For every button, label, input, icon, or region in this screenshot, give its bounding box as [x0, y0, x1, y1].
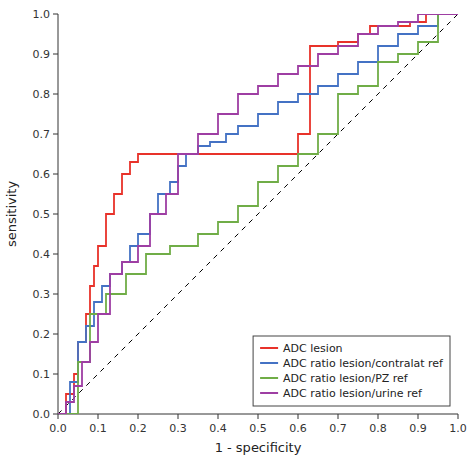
x-tick [138, 414, 139, 419]
x-tick-label: 0.3 [169, 422, 187, 435]
legend-label: ADC lesion [283, 342, 343, 355]
y-tick [53, 414, 58, 415]
x-tick [338, 414, 339, 419]
legend-label: ADC ratio lesion/contralat ref [283, 357, 444, 370]
x-tick [418, 414, 419, 419]
y-tick [53, 134, 58, 135]
y-tick-label: 0.6 [33, 168, 51, 181]
x-tick [98, 414, 99, 419]
y-axis-label: sensitivity [4, 181, 19, 248]
y-tick [53, 174, 58, 175]
y-tick-label: 0.5 [33, 208, 51, 221]
x-tick-label: 0.0 [49, 422, 67, 435]
y-tick-label: 0.3 [33, 288, 51, 301]
y-tick [53, 14, 58, 15]
x-tick [178, 414, 179, 419]
y-tick-label: 0.8 [33, 88, 51, 101]
x-tick [298, 414, 299, 419]
y-tick-label: 0.1 [33, 368, 51, 381]
legend-swatch [260, 347, 278, 349]
x-tick-label: 0.8 [369, 422, 387, 435]
y-tick [53, 54, 58, 55]
y-tick [53, 214, 58, 215]
x-tick-label: 0.4 [209, 422, 227, 435]
reference-line [58, 14, 458, 414]
y-tick-label: 0.4 [33, 248, 51, 261]
x-tick [218, 414, 219, 419]
x-tick-label: 0.7 [329, 422, 347, 435]
x-tick [458, 414, 459, 419]
y-tick [53, 254, 58, 255]
legend-swatch [260, 362, 278, 364]
x-tick-label: 1.0 [449, 422, 467, 435]
y-tick-label: 0.9 [33, 48, 51, 61]
legend-frame [253, 336, 450, 406]
y-tick [53, 94, 58, 95]
legend: ADC lesion ADC ratio lesion/contralat ref… [253, 336, 450, 406]
x-tick-label: 0.2 [129, 422, 147, 435]
chart: 0.0 0.1 0.2 0.3 0.4 0.5 0.6 0.7 0.8 0.9 1.0 0.0 0.1 0… [0, 0, 474, 462]
legend-label: ADC ratio lesion/PZ ref [283, 372, 409, 385]
legend-swatch [260, 377, 278, 379]
roc-curve [58, 14, 458, 414]
x-tick [58, 414, 59, 419]
axes: 0.0 0.1 0.2 0.3 0.4 0.5 0.6 0.7 0.8 0.9 1.0 0.0 0.1 0… [33, 8, 467, 435]
x-tick-label: 0.9 [409, 422, 427, 435]
x-tick-label: 0.1 [89, 422, 107, 435]
legend-swatch [260, 392, 278, 394]
x-tick [378, 414, 379, 419]
roc-curve [58, 14, 458, 414]
y-tick-label: 1.0 [33, 8, 51, 21]
y-tick [53, 374, 58, 375]
x-tick [258, 414, 259, 419]
y-tick [53, 334, 58, 335]
y-tick-label: 0.2 [33, 328, 51, 341]
x-axis-label: 1 - specificity [215, 440, 302, 455]
roc-curve [58, 14, 458, 414]
y-tick-label: 0.0 [33, 408, 51, 421]
roc-curve [58, 14, 458, 414]
x-tick-label: 0.6 [289, 422, 307, 435]
y-tick [53, 294, 58, 295]
y-tick-label: 0.7 [33, 128, 51, 141]
legend-label: ADC ratio lesion/urine ref [283, 387, 423, 400]
x-tick-label: 0.5 [249, 422, 267, 435]
plot-area [58, 14, 458, 414]
